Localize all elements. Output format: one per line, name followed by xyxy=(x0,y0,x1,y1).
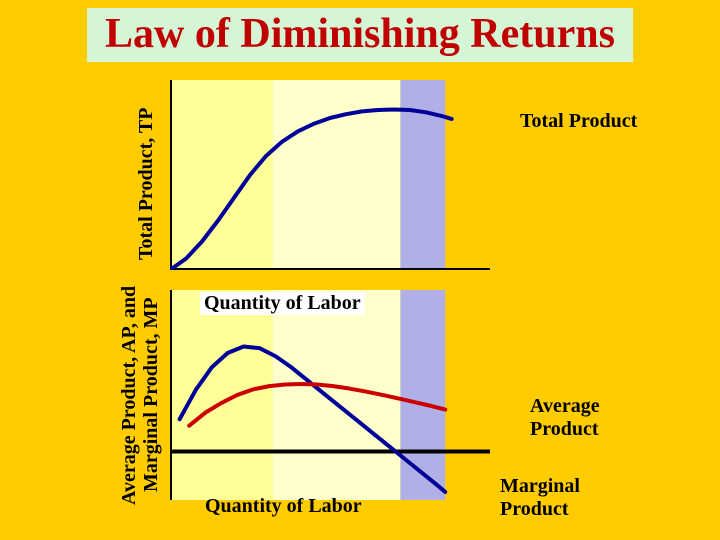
bottom-xlabel: Quantity of Labor xyxy=(205,495,362,518)
bot-ylabel-line1: Average Product, AP, and xyxy=(118,286,141,505)
bot-ylabel-line2: Marginal Product, MP xyxy=(140,297,163,492)
top-ylabel: Total Product, TP xyxy=(135,108,158,260)
bottom-chart xyxy=(170,290,490,500)
top-chart xyxy=(170,80,490,270)
ap-label: AverageProduct xyxy=(530,395,600,441)
tp-label: Total Product xyxy=(520,110,637,133)
mid-xlabel: Quantity of Labor xyxy=(200,292,365,315)
mp-label: MarginalProduct xyxy=(500,475,580,521)
page-title: Law of Diminishing Returns xyxy=(87,8,633,62)
